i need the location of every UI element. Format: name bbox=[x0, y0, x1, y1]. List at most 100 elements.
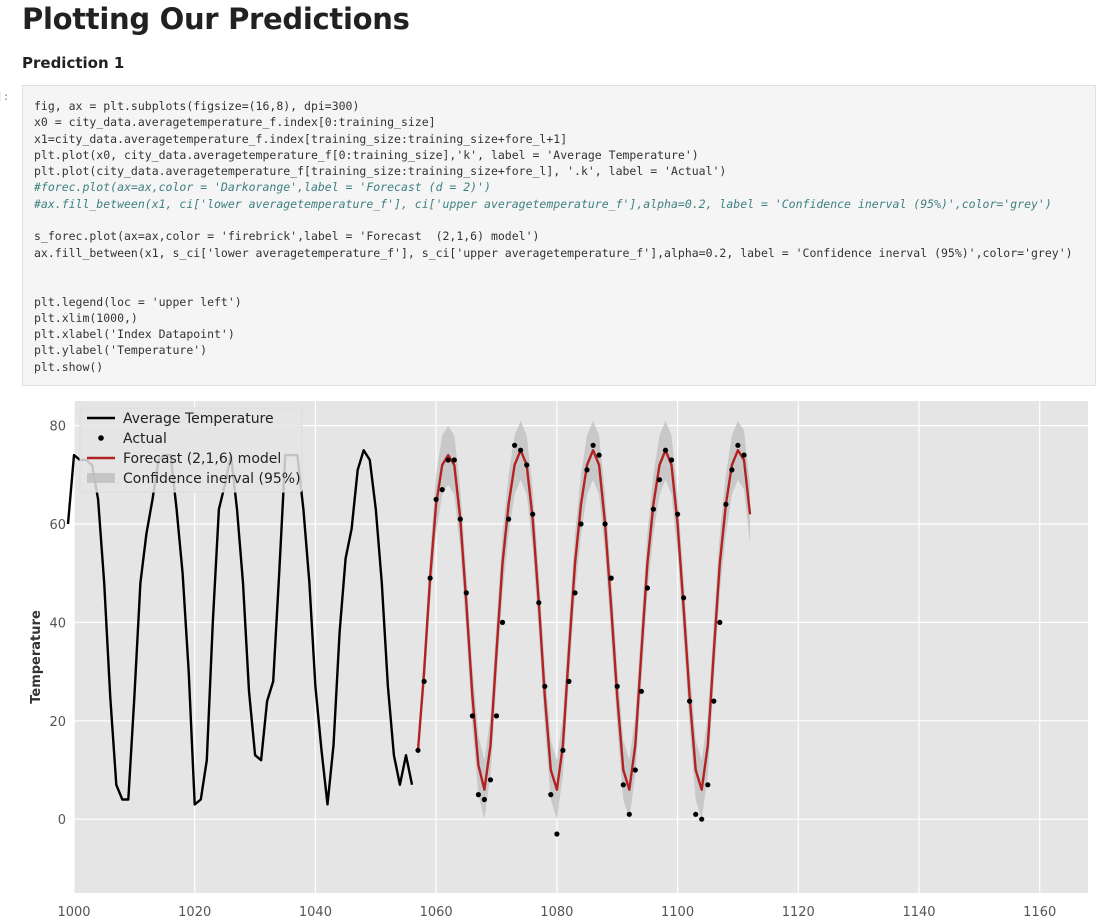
actual-point bbox=[584, 467, 590, 473]
actual-point bbox=[596, 452, 602, 458]
actual-point bbox=[632, 767, 638, 773]
actual-point bbox=[699, 816, 705, 822]
actual-point bbox=[723, 501, 729, 507]
code-line: plt.xlabel('Index Datapoint') bbox=[34, 327, 235, 342]
x-tick-label: 1000 bbox=[57, 905, 90, 920]
y-tick-label: 20 bbox=[49, 715, 66, 730]
forecast-line bbox=[416, 449, 752, 791]
x-tick-label: 1040 bbox=[299, 905, 332, 920]
legend-label: Forecast (2,1,6) model bbox=[123, 451, 281, 467]
actual-point bbox=[475, 792, 481, 798]
x-tick-label: 1140 bbox=[902, 905, 935, 920]
actual-point bbox=[548, 792, 554, 798]
legend bbox=[79, 407, 303, 493]
code-line bbox=[34, 261, 1073, 277]
actual-point bbox=[463, 590, 469, 596]
average-temperature-line bbox=[66, 449, 414, 806]
code-line: plt.plot(x0, city_data.averagetemperatur… bbox=[34, 147, 699, 162]
code-line: plt.legend(loc = 'upper left') bbox=[34, 294, 242, 309]
legend-label: Actual bbox=[123, 431, 167, 447]
actual-point bbox=[608, 575, 614, 581]
actual-point bbox=[469, 713, 475, 719]
code-line: plt.show() bbox=[34, 359, 104, 374]
actual-point bbox=[451, 457, 457, 463]
actual-point bbox=[506, 516, 512, 522]
code-line: x1=city_data.averagetemperature_f.index[… bbox=[34, 131, 568, 146]
actual-point bbox=[620, 782, 626, 788]
x-tick-label: 1080 bbox=[540, 905, 573, 920]
actual-point bbox=[693, 811, 699, 817]
code-line: plt.plot(city_data.averagetemperature_f[… bbox=[34, 164, 727, 179]
y-tick-label: 60 bbox=[49, 518, 66, 533]
x-tick-label: 1160 bbox=[1023, 905, 1056, 920]
actual-point bbox=[644, 585, 651, 591]
actual-point bbox=[668, 457, 675, 463]
code-line: fig, ax = plt.subplots(figsize=(16,8), d… bbox=[34, 99, 360, 113]
actual-point bbox=[415, 747, 421, 753]
actual-point bbox=[729, 467, 735, 473]
x-tick-label: 1060 bbox=[420, 905, 453, 920]
actual-point bbox=[499, 619, 506, 625]
code-line: #ax.fill_between(x1, ci['lower averagete… bbox=[34, 196, 1052, 211]
actual-point bbox=[602, 521, 608, 527]
actual-point bbox=[638, 688, 645, 694]
actual-point bbox=[741, 452, 747, 458]
page-title: Plotting Our Predictions bbox=[22, 2, 410, 36]
actual-point bbox=[457, 516, 463, 522]
temperature-chart: 1000 1020 1040 1060 1080 1100 1120 1140 1160 0 20 4… bbox=[29, 401, 1088, 920]
code-lines: fig, ax = plt.subplots(figsize=(16,8), d… bbox=[34, 98, 1073, 375]
actual-point bbox=[626, 811, 632, 817]
code-line: s_forec.plot(ax=ax,color = 'firebrick',l… bbox=[34, 229, 540, 244]
section-heading: Prediction 1 bbox=[22, 54, 125, 72]
code-line: #forec.plot(ax=ax,color = 'Darkorange',l… bbox=[34, 180, 491, 195]
actual-point bbox=[439, 487, 445, 493]
actual-point bbox=[566, 678, 572, 684]
actual-point bbox=[542, 683, 548, 689]
actual-point bbox=[662, 447, 669, 453]
actual-point bbox=[572, 590, 578, 596]
actual-point bbox=[705, 782, 711, 788]
y-tick-label: 0 bbox=[58, 813, 66, 828]
actual-point bbox=[524, 462, 530, 468]
y-axis-label: Temperature bbox=[29, 610, 44, 704]
actual-point bbox=[427, 575, 433, 581]
cell-prompt: ]: bbox=[0, 90, 10, 103]
code-line: x0 = city_data.averagetemperature_f.inde… bbox=[34, 115, 436, 130]
actual-point bbox=[518, 447, 524, 453]
x-tick-label: 1120 bbox=[782, 905, 815, 920]
cell-output: 1000 1020 1040 1060 1080 1100 1120 1140 1160 0 20 4… bbox=[0, 390, 1106, 921]
actual-point bbox=[735, 442, 741, 448]
legend-swatch-actual bbox=[98, 435, 104, 441]
actual-point bbox=[445, 457, 451, 463]
x-tick-label: 1020 bbox=[178, 905, 211, 920]
actual-point bbox=[421, 678, 427, 684]
actual-point bbox=[578, 521, 584, 527]
actual-point bbox=[481, 796, 487, 803]
actual-point bbox=[530, 511, 536, 517]
actual-point bbox=[717, 619, 723, 625]
actual-point bbox=[681, 595, 687, 601]
actual-point bbox=[554, 831, 560, 837]
y-tick-label: 40 bbox=[49, 616, 66, 631]
code-line: plt.ylabel('Temperature') bbox=[34, 343, 208, 358]
actual-point bbox=[536, 600, 542, 606]
legend-label: Confidence inerval (95%) bbox=[123, 471, 301, 487]
x-tick-label: 1100 bbox=[661, 905, 694, 920]
legend-swatch-confidence bbox=[87, 473, 115, 483]
actual-point bbox=[711, 698, 717, 704]
actual-point bbox=[675, 511, 681, 517]
code-cell[interactable]: fig, ax = plt.subplots(figsize=(16,8), d… bbox=[22, 85, 1096, 386]
code-line bbox=[34, 277, 1073, 293]
code-line: plt.xlim(1000,) bbox=[34, 310, 138, 325]
y-tick-label: 80 bbox=[49, 420, 66, 435]
actual-point bbox=[656, 477, 663, 483]
actual-point bbox=[560, 747, 566, 753]
actual-point bbox=[493, 713, 500, 719]
actual-point bbox=[487, 777, 494, 783]
actual-point bbox=[433, 496, 439, 502]
actual-point bbox=[650, 506, 657, 512]
legend-label: Average Temperature bbox=[123, 411, 274, 427]
actual-point bbox=[511, 442, 518, 448]
code-line: ax.fill_between(x1, s_ci['lower averaget… bbox=[34, 245, 1073, 260]
actual-point bbox=[687, 698, 693, 704]
